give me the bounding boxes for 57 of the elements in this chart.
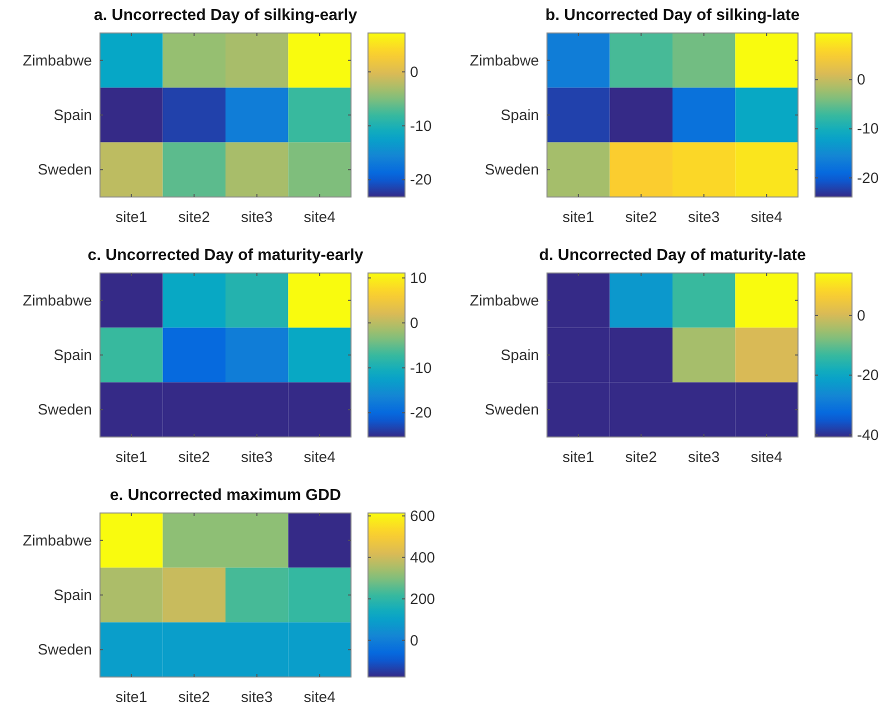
- y-tick-label: Sweden: [484, 402, 539, 419]
- color-bar-label: 0: [410, 632, 418, 650]
- x-tick-label: site1: [116, 209, 148, 226]
- x-tick-label: site3: [688, 209, 720, 226]
- color-bar-label: 600: [410, 508, 436, 525]
- color-bar-label: 400: [410, 549, 436, 566]
- color-bar-label: 0: [857, 72, 866, 89]
- x-tick-label: site1: [116, 689, 148, 706]
- y-tick-label: Spain: [54, 347, 92, 364]
- x-tick-label: site4: [750, 209, 782, 226]
- y-tick-label: Zimbabwe: [470, 52, 539, 70]
- color-bar-label: 0: [410, 314, 418, 332]
- x-tick-label: site3: [241, 449, 273, 466]
- chart-title: c. Uncorrected Day of maturity-early: [88, 247, 364, 264]
- x-tick-label: site1: [562, 449, 594, 466]
- y-tick-label: Sweden: [38, 162, 92, 179]
- x-tick-label: site3: [241, 689, 273, 706]
- y-tick-label: Sweden: [38, 402, 92, 419]
- color-bar-label: 0: [410, 64, 418, 81]
- color-bar-label: 10: [410, 270, 427, 287]
- x-tick-label: site1: [562, 209, 594, 226]
- color-bar-label: 0: [857, 307, 866, 324]
- chart-title: e. Uncorrected maximum GDD: [110, 487, 342, 504]
- color-bar-label: -20: [410, 172, 432, 189]
- y-tick-label: Zimbabwe: [470, 292, 539, 310]
- color-bar-label: -40: [857, 426, 879, 444]
- chart-title: a. Uncorrected Day of silking-early: [94, 7, 358, 24]
- color-bar-label: -10: [410, 118, 432, 135]
- x-tick-label: site4: [304, 209, 336, 226]
- y-tick-label: Zimbabwe: [22, 52, 92, 70]
- chart-title: d. Uncorrected Day of maturity-late: [539, 247, 806, 264]
- color-bar-label: -10: [410, 360, 432, 377]
- y-tick-label: Spain: [500, 347, 539, 364]
- y-tick-label: Spain: [54, 107, 92, 124]
- color-bar-label: 200: [410, 590, 436, 608]
- x-tick-label: site4: [304, 449, 336, 466]
- y-tick-label: Zimbabwe: [22, 292, 92, 310]
- x-tick-label: site1: [116, 449, 148, 466]
- y-tick-label: Zimbabwe: [22, 532, 92, 550]
- color-bar-label: -20: [857, 367, 879, 384]
- x-tick-label: site2: [178, 209, 210, 226]
- y-tick-label: Sweden: [484, 162, 539, 179]
- x-tick-label: site2: [625, 209, 657, 226]
- color-bar-label: -20: [410, 404, 432, 422]
- y-tick-label: Spain: [500, 107, 539, 124]
- chart-title: b. Uncorrected Day of silking-late: [545, 7, 800, 24]
- color-bar-label: -10: [857, 120, 879, 138]
- x-tick-label: site4: [304, 689, 336, 706]
- x-tick-label: site4: [750, 449, 782, 466]
- x-tick-label: site3: [688, 449, 720, 466]
- color-bar-label: -20: [857, 170, 879, 187]
- x-tick-label: site3: [241, 209, 273, 226]
- x-tick-label: site2: [178, 689, 210, 706]
- x-tick-label: site2: [178, 449, 210, 466]
- x-tick-label: site2: [625, 449, 657, 466]
- y-tick-label: Spain: [54, 587, 92, 604]
- y-tick-label: Sweden: [38, 642, 92, 659]
